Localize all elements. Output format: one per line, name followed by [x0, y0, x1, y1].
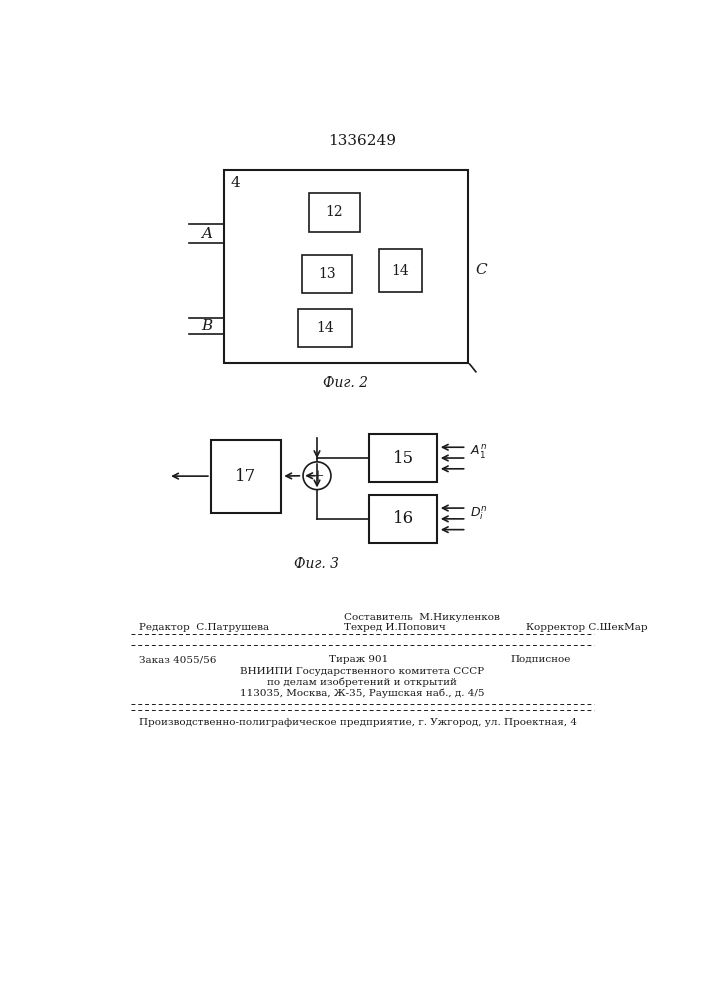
- Text: 15: 15: [392, 450, 414, 467]
- Bar: [309, 193, 360, 232]
- Text: Редактор  С.Патрушева: Редактор С.Патрушева: [139, 623, 269, 632]
- Text: Фиг. 3: Фиг. 3: [295, 557, 339, 571]
- Text: ВНИИПИ Государственного комитета СССР: ВНИИПИ Государственного комитета СССР: [240, 667, 484, 676]
- Text: Заказ 4055/56: Заказ 4055/56: [139, 655, 216, 664]
- Circle shape: [303, 462, 331, 490]
- Text: Тираж 901: Тираж 901: [329, 655, 388, 664]
- Text: Составитель  М.Никуленков: Составитель М.Никуленков: [344, 613, 500, 622]
- Text: 4: 4: [230, 176, 240, 190]
- Text: Производственно-полиграфическое предприятие, г. Ужгород, ул. Проектная, 4: Производственно-полиграфическое предприя…: [139, 718, 577, 727]
- Text: по делам изобретений и открытий: по делам изобретений и открытий: [267, 677, 457, 687]
- Text: $D_i^n$: $D_i^n$: [469, 505, 487, 522]
- Text: 1336249: 1336249: [328, 134, 396, 148]
- Bar: [224, 170, 468, 363]
- Text: 113035, Москва, Ж-35, Раушская наб., д. 4/5: 113035, Москва, Ж-35, Раушская наб., д. …: [240, 688, 484, 698]
- Text: Корректор С.ШекМар: Корректор С.ШекМар: [526, 623, 648, 632]
- Text: Фиг. 2: Фиг. 2: [323, 376, 368, 390]
- Bar: [211, 440, 281, 513]
- Bar: [379, 249, 421, 292]
- Text: Техред И.Попович: Техред И.Попович: [344, 623, 446, 632]
- Bar: [301, 255, 352, 293]
- Text: Подписное: Подписное: [510, 655, 571, 664]
- Bar: [369, 434, 437, 482]
- Bar: [298, 309, 352, 347]
- Text: +: +: [310, 468, 324, 485]
- Text: B: B: [201, 319, 213, 333]
- Text: 14: 14: [392, 264, 409, 278]
- Text: 16: 16: [392, 510, 414, 527]
- Text: A: A: [201, 227, 212, 241]
- Text: $A_1^n$: $A_1^n$: [469, 444, 486, 461]
- Text: 17: 17: [235, 468, 257, 485]
- Text: C: C: [476, 263, 488, 277]
- Bar: [369, 495, 437, 543]
- Text: 14: 14: [316, 321, 334, 335]
- Text: 13: 13: [318, 267, 336, 281]
- Text: 12: 12: [326, 205, 344, 219]
